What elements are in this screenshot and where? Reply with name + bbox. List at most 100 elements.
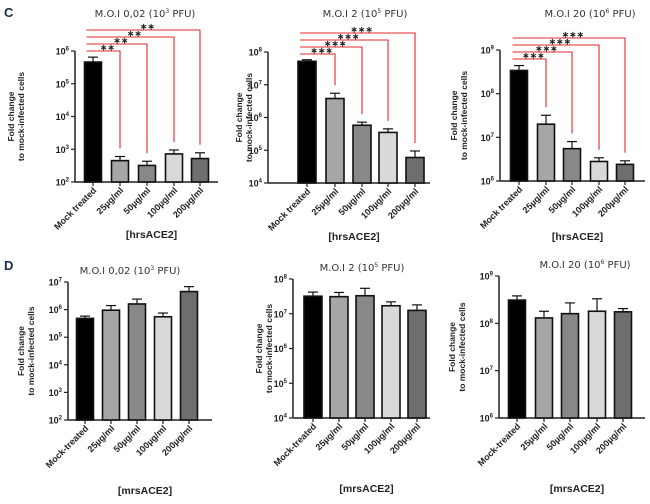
y-tick-label: 109 xyxy=(481,46,495,56)
y-tick-base: 10 xyxy=(249,146,259,156)
y-tick-exponent: 7 xyxy=(59,278,63,284)
bar xyxy=(615,163,635,182)
y-tick-base: 10 xyxy=(49,360,59,370)
y-tick-base: 10 xyxy=(480,272,490,282)
y-tick-label: 107 xyxy=(49,278,63,288)
bar xyxy=(297,60,317,184)
x-tick-label: 25µg/ml xyxy=(519,421,550,452)
y-tick-exponent: 4 xyxy=(59,360,63,366)
y-tick-exponent: 5 xyxy=(259,146,263,152)
chart-title-exponent: 3 xyxy=(165,8,169,15)
bar xyxy=(127,303,147,421)
y-tick-exponent: 4 xyxy=(284,414,288,420)
y-tick-exponent: 8 xyxy=(491,89,495,95)
y-tick-exponent: 7 xyxy=(490,366,494,372)
x-axis-label: [hrsACE2] xyxy=(126,229,177,241)
y-tick-exponent: 8 xyxy=(490,319,494,325)
y-tick-exponent: 4 xyxy=(66,112,70,118)
x-tick-label: 25µg/ml xyxy=(95,185,126,216)
chart-title-text: M.O.I 0,02 (10 xyxy=(80,266,151,277)
chart-title-exponent: 5 xyxy=(374,262,378,269)
significance-bracket xyxy=(300,39,389,121)
chart-title-tail: PFU) xyxy=(381,9,407,20)
chart-panel-c-moi-0-02: M.O.I 0,02 (103 PFU) Fold changeto mock-i… xyxy=(6,8,218,241)
y-axis-label-line2: to mock-infected cells xyxy=(459,71,469,161)
y-tick-exponent: 6 xyxy=(59,305,63,311)
y-tick-base: 10 xyxy=(249,179,259,189)
y-tick-label: 107 xyxy=(480,366,494,376)
x-tick-label: Mock treated xyxy=(478,184,524,230)
chart-title-exponent: 6 xyxy=(601,259,605,266)
y-tick-label: 104 xyxy=(49,360,63,370)
y-tick-base: 10 xyxy=(480,319,490,329)
y-tick-label: 106 xyxy=(481,177,495,187)
chart-title-exponent: 5 xyxy=(377,8,381,15)
y-tick-base: 10 xyxy=(274,379,284,389)
bar xyxy=(613,311,633,419)
y-axis-label: Fold changeto mock-infected cells xyxy=(6,72,26,162)
bar xyxy=(355,294,375,419)
y-axis-label-line2: to mock-infected cells xyxy=(244,73,254,163)
y-tick-exponent: 7 xyxy=(284,309,288,315)
y-tick-label: 102 xyxy=(56,178,70,188)
y-tick-base: 10 xyxy=(49,416,59,426)
significance-label: ∗∗∗ xyxy=(310,47,333,57)
significance-bracket xyxy=(512,51,573,134)
y-axis-label-line1: Fold change xyxy=(6,91,16,141)
chart-panel-d-moi-0-02: M.O.I 0,02 (103 PFU)Fold changeto mock-i… xyxy=(16,265,212,497)
significance-label: ∗∗ xyxy=(140,23,155,33)
y-tick-base: 10 xyxy=(56,112,66,122)
x-tick-label: Mock treated xyxy=(266,186,312,232)
significance-label: ∗∗∗ xyxy=(548,38,571,48)
y-tick-label: 108 xyxy=(480,319,494,329)
significance-label: ∗∗∗ xyxy=(535,45,558,55)
significance-bracket xyxy=(300,46,363,115)
y-tick-base: 10 xyxy=(481,46,491,56)
y-tick-base: 10 xyxy=(49,305,59,315)
y-tick-label: 107 xyxy=(274,309,288,319)
chart-title-tail: PFU) xyxy=(604,260,630,271)
bar xyxy=(352,124,372,184)
significance-label: ∗∗ xyxy=(127,30,142,40)
x-tick-label: 25µg/ml xyxy=(86,423,117,454)
chart-title-exponent: 6 xyxy=(606,8,610,15)
bar xyxy=(507,299,527,419)
significance-bracket xyxy=(86,29,201,145)
chart-title-exponent: 3 xyxy=(150,265,154,272)
y-axis-label: Fold changeto mock-infected cells xyxy=(234,73,254,163)
y-tick-label: 103 xyxy=(49,388,63,398)
x-tick-label: Mock-treated xyxy=(44,423,91,470)
y-tick-label: 108 xyxy=(249,48,263,58)
y-tick-label: 107 xyxy=(249,80,263,90)
y-tick-label: 105 xyxy=(49,333,63,343)
y-tick-exponent: 7 xyxy=(491,133,495,139)
x-tick-label: 25µg/ml xyxy=(310,186,341,217)
y-tick-exponent: 6 xyxy=(284,344,288,350)
chart-panel-c-moi-2: M.O.I 2 (105 PFU)Fold changeto mock-infe… xyxy=(234,8,430,243)
x-axis-label: [hrsACE2] xyxy=(328,231,379,243)
chart-title-text: M.O.I 2 (10 xyxy=(323,9,378,20)
chart-panel-d-moi-2: M.O.I 2 (105 PFU)Fold changeto mock-infe… xyxy=(254,262,430,495)
y-tick-base: 10 xyxy=(481,177,491,187)
bar xyxy=(101,309,121,421)
chart-title: M.O.I 2 (105 PFU) xyxy=(323,8,408,20)
panel-letter-d: D xyxy=(4,258,13,273)
bar xyxy=(509,69,529,182)
chart-title-tail: PFU) xyxy=(169,9,195,20)
chart-title: M.O.I 0,02 (103 PFU) xyxy=(95,8,196,20)
significance-label: ∗∗∗ xyxy=(337,33,360,43)
y-tick-base: 10 xyxy=(249,48,259,58)
y-tick-exponent: 8 xyxy=(284,275,288,281)
chart-title-tail: PFU) xyxy=(154,266,180,277)
y-tick-label: 106 xyxy=(249,113,263,123)
bar xyxy=(405,156,425,184)
y-axis-label-line1: Fold change xyxy=(447,322,457,372)
y-tick-base: 10 xyxy=(249,80,259,90)
bar xyxy=(75,317,95,421)
y-tick-label: 106 xyxy=(49,305,63,315)
bar xyxy=(190,157,210,183)
significance-label: ∗∗ xyxy=(100,44,115,54)
y-tick-label: 104 xyxy=(249,179,263,189)
x-tick-label: Mock-treated xyxy=(272,421,319,468)
